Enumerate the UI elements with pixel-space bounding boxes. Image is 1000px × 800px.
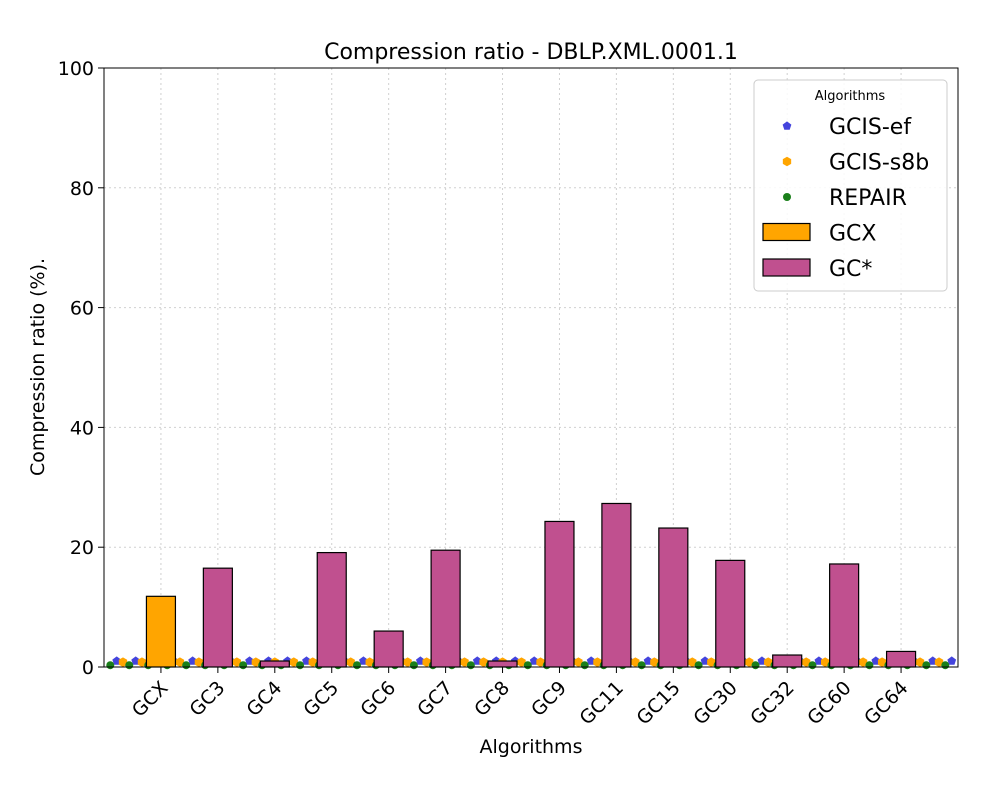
- bar-gc4: [259, 660, 290, 668]
- legend-label: GCIS-ef: [829, 115, 912, 140]
- marker-gcis-s8b: [707, 657, 716, 668]
- marker-gcis-s8b: [403, 657, 412, 668]
- marker-gcis-s8b: [764, 657, 773, 668]
- bar-gc60: [829, 563, 860, 668]
- legend-title: Algorithms: [815, 89, 886, 104]
- marker-repair: [523, 661, 532, 670]
- legend-swatch-gc*: [762, 258, 811, 277]
- marker-repair: [865, 661, 874, 670]
- marker-gcis-s8b: [915, 657, 925, 668]
- legend-label: GC*: [829, 257, 872, 282]
- marker-repair: [409, 661, 418, 670]
- marker-repair: [694, 661, 703, 670]
- marker-gcis-s8b: [118, 657, 128, 668]
- marker-gcis-s8b: [934, 657, 944, 668]
- bar-gc5: [316, 551, 347, 668]
- marker-gcis-s8b: [422, 657, 431, 668]
- bar-gcx: [145, 595, 177, 668]
- chart-title: Compression ratio - DBLP.XML.0001.1: [324, 40, 738, 65]
- marker-gcis-s8b: [175, 657, 185, 668]
- marker-gcis-s8b: [536, 657, 545, 668]
- marker-gcis-s8b: [650, 657, 659, 668]
- marker-repair: [808, 661, 817, 670]
- marker-gcis-s8b: [877, 657, 887, 668]
- marker-gcis-s8b: [858, 657, 868, 668]
- marker-repair: [106, 661, 115, 670]
- bar-gc9: [544, 520, 575, 668]
- legend-items: GCIS-ef GCIS-s8b REPAIR GCX GC*: [762, 115, 929, 282]
- bar-gc30: [715, 559, 746, 668]
- marker-repair: [239, 661, 248, 670]
- marker-gcis-s8b: [232, 657, 241, 668]
- legend-label: GCX: [829, 222, 876, 247]
- plot-frame: [103, 67, 959, 668]
- marker-gcis-s8b: [194, 657, 204, 668]
- legend-marker-repair: [783, 193, 791, 201]
- marker-gcis-s8b: [479, 657, 488, 668]
- legend: Algorithms GCIS-ef GCIS-s8b REPAIR GCX GC*: [753, 79, 948, 292]
- legend-swatch-gcx: [762, 222, 811, 242]
- marker-gcis-s8b: [574, 657, 583, 668]
- bar-gc8: [487, 660, 518, 668]
- marker-gcis-s8b: [308, 657, 317, 668]
- marker-repair: [637, 661, 646, 670]
- y-tick-label: 0: [82, 657, 94, 679]
- y-tick-label: 20: [70, 537, 94, 559]
- bar-gc64: [885, 650, 917, 668]
- bar-gc32: [772, 654, 803, 668]
- marker-repair: [466, 661, 475, 670]
- marker-gcis-s8b: [289, 657, 298, 668]
- marker-repair: [182, 661, 191, 670]
- marker-gcis-s8b: [688, 657, 697, 668]
- marker-gcis-s8b: [745, 657, 754, 668]
- bar-layer: [145, 502, 917, 668]
- bar-gc3: [202, 567, 233, 668]
- legend-label: GCIS-s8b: [829, 151, 929, 176]
- marker-gcis-s8b: [802, 657, 811, 668]
- marker-gcis-s8b: [517, 657, 526, 668]
- marker-gcis-s8b: [460, 657, 469, 668]
- marker-gcis-s8b: [365, 657, 374, 668]
- marker-repair: [941, 661, 950, 670]
- marker-repair: [922, 661, 931, 670]
- marker-repair: [125, 661, 134, 670]
- marker-gcis-s8b: [251, 657, 260, 668]
- marker-gcis-s8b: [593, 657, 602, 668]
- y-tick-label: 40: [70, 417, 94, 439]
- bar-gc6: [373, 630, 404, 668]
- legend-marker-gcis-ef: [782, 121, 792, 130]
- y-tick-label: 100: [58, 58, 94, 80]
- marker-gcis-s8b: [821, 657, 830, 668]
- marker-gcis-s8b: [346, 657, 355, 668]
- marker-repair: [580, 661, 589, 670]
- bar-gc15: [658, 527, 689, 668]
- bar-gc7: [430, 549, 461, 668]
- marker-gcis-s8b: [631, 657, 640, 668]
- y-tick-label: 80: [70, 178, 94, 200]
- marker-repair: [296, 661, 305, 670]
- y-tick-label: 60: [70, 298, 94, 320]
- legend-label: REPAIR: [829, 186, 907, 211]
- marker-repair: [352, 661, 361, 670]
- marker-gcis-ef: [947, 656, 957, 665]
- x-axis-title: Algorithms: [480, 736, 583, 758]
- marker-repair: [751, 661, 760, 670]
- legend-marker-gcis-s8b: [782, 156, 792, 167]
- bar-gc11: [601, 502, 632, 668]
- marker-gcis-s8b: [137, 657, 147, 668]
- y-axis-title: Compression ratio (%).: [27, 258, 49, 476]
